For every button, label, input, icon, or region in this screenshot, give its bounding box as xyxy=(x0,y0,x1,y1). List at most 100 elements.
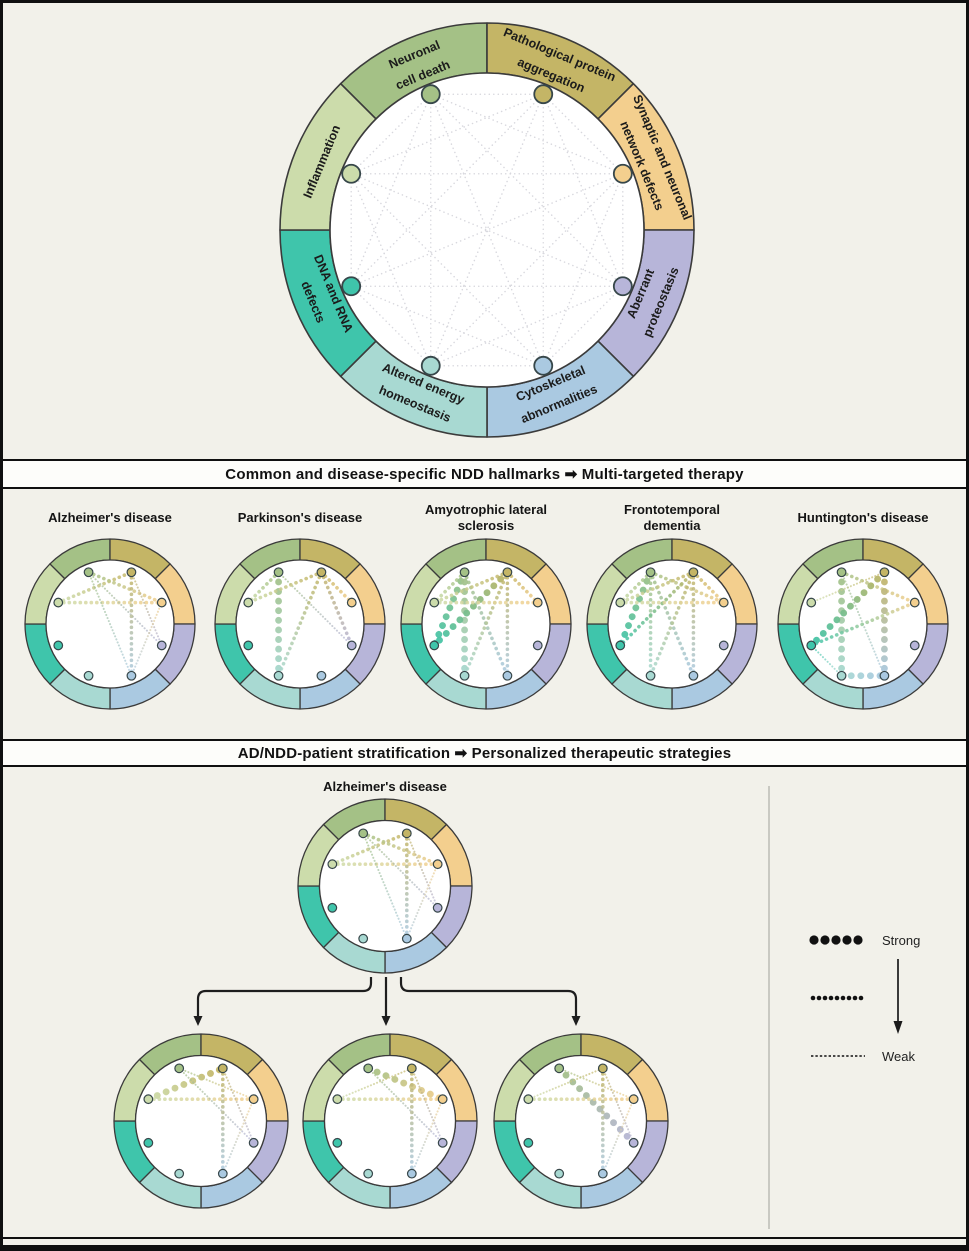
edge-neuronal-cell-death--synaptic-network-defects-strong xyxy=(364,1064,447,1103)
node-neuronal-cell-death xyxy=(645,567,656,578)
node-inflammation xyxy=(429,597,440,608)
disease-wheel-alzheimers xyxy=(22,536,198,712)
disease-wheel-huntingtons xyxy=(775,536,951,712)
node-pathological-aggregation xyxy=(126,567,137,578)
node-aberrant-proteostasis xyxy=(432,902,443,913)
node-cytoskeletal-abnormalities xyxy=(126,670,137,681)
edge-pathological-aggregation--aberrant-proteostasis-weak xyxy=(601,1067,635,1144)
edge-neuronal-cell-death--dna-rna-defects-strong xyxy=(430,568,468,649)
mesh-edge xyxy=(350,173,544,367)
edge-synaptic-network-defects--cytoskeletal-abnormalities-weak xyxy=(601,1098,635,1175)
edge-pathological-aggregation--dna-rna-defects-medium xyxy=(618,570,696,648)
node-cytoskeletal-abnormalities xyxy=(316,670,327,681)
dw2-svg xyxy=(400,538,572,710)
node-dna-rna-defects xyxy=(53,640,64,651)
node-aberrant-proteostasis xyxy=(248,1137,259,1148)
dw0-svg xyxy=(24,538,196,710)
mesh-edge xyxy=(430,93,544,367)
inner-disc xyxy=(514,1054,648,1188)
edge-neuronal-cell-death--inflammation-medium xyxy=(432,570,467,605)
edge-neuronal-cell-death--aberrant-proteostasis-weak xyxy=(367,1067,444,1144)
node-synaptic-network-defects xyxy=(718,597,729,608)
node-altered-energy-homeostasis xyxy=(358,933,369,944)
node-inflammation xyxy=(806,597,817,608)
node-altered-energy-homeostasis xyxy=(363,1168,374,1179)
node-cytoskeletal-abnormalities xyxy=(406,1168,417,1179)
edge-neuronal-cell-death--inflammation-medium xyxy=(246,570,281,605)
disease-wheel-ftd xyxy=(584,536,760,712)
node-aberrant-proteostasis xyxy=(718,640,729,651)
node-neuronal-cell-death xyxy=(174,1063,185,1074)
edge-inflammation--pathological-aggregation-weak xyxy=(527,1067,604,1101)
node-pathological-aggregation xyxy=(401,828,412,839)
node-synaptic-network-defects xyxy=(532,597,543,608)
edge-neuronal-cell-death--aberrant-proteostasis-weak xyxy=(178,1067,255,1144)
vw1-svg xyxy=(302,1033,478,1209)
node-neuronal-cell-death xyxy=(83,567,94,578)
disease-title-alzheimers: Alzheimer's disease xyxy=(48,509,172,525)
node-aberrant-proteostasis xyxy=(437,1137,448,1148)
edge-pathological-aggregation--altered-energy-homeostasis-medium xyxy=(462,570,510,678)
bottom-thin-rule xyxy=(3,1237,966,1239)
edge-synaptic-network-defects--cytoskeletal-abnormalities-weak xyxy=(410,1098,444,1175)
node-neuronal-cell-death xyxy=(363,1063,374,1074)
node-synaptic-network-defects xyxy=(437,1094,448,1105)
node-inflammation xyxy=(523,1094,534,1105)
legend-row-weak: Weak xyxy=(808,1047,915,1065)
node-altered-energy-homeostasis xyxy=(836,670,847,681)
edge-pathological-aggregation--aberrant-proteostasis-weak xyxy=(221,1067,255,1144)
edge-pathological-aggregation--aberrant-proteostasis-weak xyxy=(410,1067,444,1144)
stratification-parent-title: Alzheimer's disease xyxy=(323,778,447,794)
node-synaptic-network-defects xyxy=(628,1094,639,1105)
legend-weak-line-icon xyxy=(811,1055,865,1057)
disease-title-parkinsons: Parkinson's disease xyxy=(237,509,363,525)
vw0-svg xyxy=(113,1033,289,1209)
legend-strength-arrow xyxy=(893,959,903,1034)
mesh-edge xyxy=(350,285,544,367)
node-aberrant-proteostasis xyxy=(909,640,920,651)
node-altered-energy-homeostasis xyxy=(83,670,94,681)
edge-pathological-aggregation--aberrant-proteostasis-weak xyxy=(130,571,163,647)
edge-inflammation--pathological-aggregation-weak xyxy=(336,1067,413,1101)
edge-dna-rna-defects--synaptic-network-defects-medium xyxy=(809,600,917,648)
node-cytoskeletal-abnormalities xyxy=(401,933,412,944)
mesh-edge xyxy=(430,173,624,367)
edge-neuronal-cell-death--synaptic-network-defects-weak xyxy=(178,1067,255,1101)
node-dna-rna-defects xyxy=(615,640,626,651)
node-inflammation xyxy=(615,597,626,608)
branch-arrows xyxy=(193,977,581,1026)
branch-arrow-right-line xyxy=(399,977,578,1017)
dw4-svg xyxy=(777,538,949,710)
node-inflammation xyxy=(332,1094,343,1105)
disease-wheel-als xyxy=(398,536,574,712)
node-altered-energy-homeostasis xyxy=(554,1168,565,1179)
edge-pathological-aggregation--synaptic-network-defects-medium xyxy=(691,570,726,605)
edge-pathological-aggregation--dna-rna-defects-strong xyxy=(430,568,511,649)
branch-arrowhead-right xyxy=(571,1016,581,1026)
mesh-edge xyxy=(542,285,624,367)
branch-arrow-left-line xyxy=(196,977,373,1017)
node-altered-energy-homeostasis xyxy=(420,355,441,376)
node-neuronal-cell-death xyxy=(273,567,284,578)
node-inflammation xyxy=(143,1094,154,1105)
multitarget-header-title: Common and disease-specific NDD hallmark… xyxy=(225,466,744,483)
node-inflammation xyxy=(327,859,338,870)
edge-pathological-aggregation--inflammation-medium xyxy=(246,570,324,605)
edge-pathological-aggregation--synaptic-network-defects-medium xyxy=(505,570,540,605)
node-synaptic-network-defects xyxy=(432,859,443,870)
mesh-edge xyxy=(430,93,544,367)
node-cytoskeletal-abnormalities xyxy=(879,670,890,681)
node-pathological-aggregation xyxy=(533,84,554,105)
section-header-multitarget: Common and disease-specific NDD hallmark… xyxy=(3,459,966,489)
section-header-stratification: AD/NDD-patient stratification ➡ Personal… xyxy=(3,739,966,767)
node-cytoskeletal-abnormalities xyxy=(502,670,513,681)
node-neuronal-cell-death xyxy=(836,567,847,578)
node-synaptic-network-defects xyxy=(248,1094,259,1105)
edge-neuronal-cell-death--dna-rna-defects-strong xyxy=(616,568,654,649)
node-cytoskeletal-abnormalities xyxy=(217,1168,228,1179)
variant-wheel-1 xyxy=(111,1031,291,1211)
vw2-svg xyxy=(493,1033,669,1209)
mesh-edge xyxy=(350,93,544,175)
node-cytoskeletal-abnormalities xyxy=(533,355,554,376)
